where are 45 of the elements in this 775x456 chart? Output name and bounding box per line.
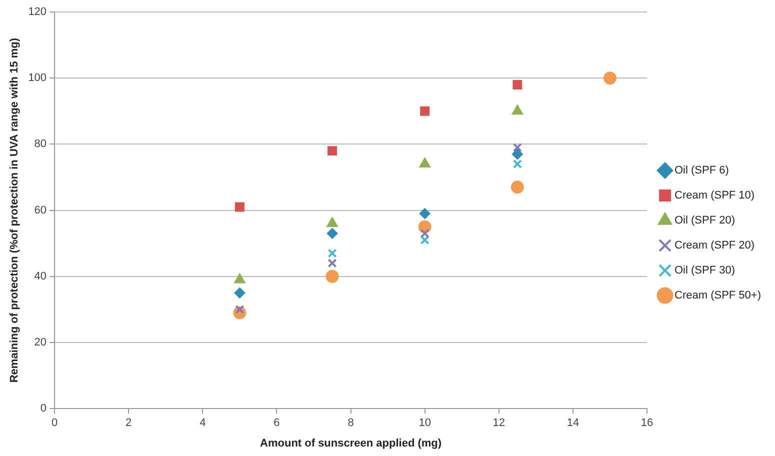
point [419,208,430,220]
x-tick-label: 2 [126,417,132,430]
legend-label: Oil (SPF 30) [674,264,736,277]
point [512,80,522,90]
point [326,228,338,239]
y-tick-label: 60 [34,204,47,216]
point [326,270,339,283]
legend-label: Cream (SPF 10) [674,190,755,202]
point [512,159,522,169]
point [234,287,246,298]
point [510,180,524,194]
y-tick-label: 120 [28,6,47,18]
x-tick-label: 16 [640,417,654,430]
x-axis-title: Amount of sunscreen applied (mg) [260,437,442,450]
legend-label: Cream (SPF 50+) [674,290,762,302]
x-tick-label: 12 [492,417,506,430]
point [326,217,338,228]
y-tick-label: 20 [34,336,47,349]
x-tick-label: 4 [200,417,206,430]
x-tick-label: 8 [348,417,354,430]
point [420,236,430,245]
point [234,202,244,212]
y-tick-label: 80 [34,138,47,150]
legend-label: Oil (SPF 6) [674,164,729,177]
y-axis-title: Remaining of protection (%of protection in UVA range with 15 mg) [8,38,21,383]
x-tick-label: 6 [274,417,280,430]
point [328,248,337,258]
legend-label: Cream (SPF 20) [674,240,755,252]
point [512,104,524,115]
point [328,258,337,268]
point [420,228,430,238]
y-tick-label: 0 [40,402,47,415]
point [328,146,338,156]
point [603,72,616,85]
point [512,148,523,160]
x-tick-label: 0 [51,417,58,430]
point [234,273,246,284]
legend-label: Oil (SPF 20) [674,214,736,227]
point [512,142,522,152]
x-tick-label: 14 [566,417,580,430]
y-tick-label: 100 [28,72,47,84]
point [419,158,431,168]
y-tick-label: 40 [34,270,47,282]
x-tick-label: 10 [418,417,431,430]
point [420,106,430,116]
